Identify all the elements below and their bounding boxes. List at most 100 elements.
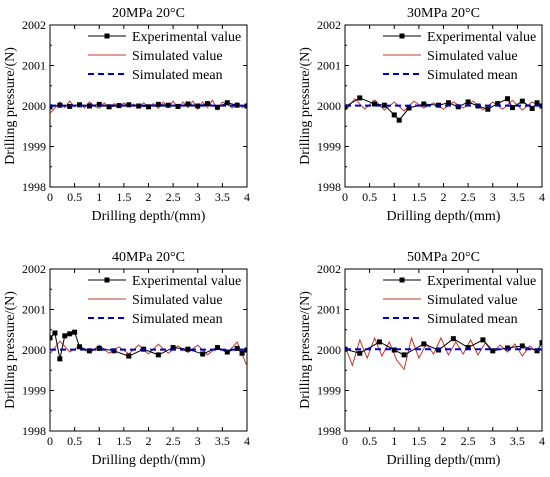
y-tick-label: 1998: [317, 424, 341, 438]
data-point: [406, 105, 412, 111]
data-point: [86, 348, 92, 354]
data-point: [465, 345, 471, 351]
legend-label: Simulated value: [132, 49, 223, 64]
data-point: [170, 345, 176, 351]
x-tick-label: 1.5: [116, 434, 131, 448]
data-point: [116, 103, 122, 109]
x-tick-label: 2: [146, 434, 152, 448]
x-tick-label: 2: [441, 434, 447, 448]
x-tick-label: 3.5: [215, 190, 230, 204]
data-point: [175, 103, 181, 109]
data-point: [200, 351, 206, 357]
x-tick-label: 1: [96, 190, 102, 204]
data-point: [57, 356, 63, 362]
data-point: [480, 337, 486, 343]
data-point: [357, 350, 363, 356]
chart-title: 30MPa 20°C: [407, 6, 480, 21]
data-point: [401, 352, 407, 358]
legend-label: Experimental value: [132, 30, 241, 45]
data-point: [357, 95, 363, 101]
data-point: [519, 343, 525, 349]
x-tick-label: 0: [342, 190, 348, 204]
x-axis-label: Drilling depth/(mm): [92, 209, 206, 224]
data-point: [86, 103, 92, 109]
x-tick-label: 2: [146, 190, 152, 204]
data-point: [67, 103, 73, 109]
y-tick-label: 2001: [317, 59, 341, 73]
data-point: [529, 105, 535, 111]
chart-panel-2: 30MPa 20°C 1998 1999 2000 2001 2002 0 0.5 1 1.5 2 2…: [298, 6, 545, 224]
data-point: [126, 102, 132, 108]
data-point: [52, 330, 58, 336]
data-point: [96, 101, 102, 107]
y-tick-label: 1998: [22, 180, 46, 194]
x-tick-label: 2.5: [166, 434, 181, 448]
y-tick-label: 2001: [317, 303, 341, 317]
x-tick-label: 2.5: [461, 190, 476, 204]
x-tick-label: 2.5: [166, 190, 181, 204]
y-tick-label: 2001: [22, 303, 46, 317]
y-tick-label: 2000: [317, 343, 341, 357]
data-point: [239, 350, 245, 356]
x-tick-label: 4: [539, 434, 545, 448]
legend-marker: [104, 33, 110, 39]
data-point: [234, 102, 240, 108]
data-point: [50, 335, 53, 341]
x-tick-label: 3: [490, 190, 496, 204]
legend-label: Simulated mean: [132, 68, 223, 83]
x-axis-label: Drilling depth/(mm): [387, 453, 501, 468]
data-point: [391, 112, 397, 118]
data-point: [505, 345, 511, 351]
data-point: [505, 96, 511, 102]
y-tick-label: 2002: [317, 262, 341, 276]
x-tick-label: 3: [195, 434, 201, 448]
y-tick-label: 1999: [22, 140, 46, 154]
x-axis-label: Drilling depth/(mm): [387, 209, 501, 224]
data-point: [155, 352, 161, 358]
legend-label: Experimental value: [427, 30, 536, 45]
data-point: [195, 103, 201, 109]
y-axis-label: Drilling pressure/(N): [3, 291, 18, 409]
plot-area: [345, 336, 542, 371]
y-tick-label: 1999: [317, 384, 341, 398]
data-point: [372, 101, 378, 107]
y-tick-label: 1999: [317, 140, 341, 154]
data-point: [224, 349, 230, 355]
data-point: [146, 104, 151, 110]
y-tick-label: 2002: [22, 18, 46, 32]
data-point: [421, 341, 427, 347]
x-axis-label: Drilling depth/(mm): [92, 453, 206, 468]
chart-title: 20MPa 20°C: [112, 6, 185, 21]
y-tick-label: 2001: [22, 59, 46, 73]
chart-panel-3: 40MPa 20°C 1998 1999 2000 2001 2002 0 0.5 1 1.5 2 2…: [3, 250, 250, 468]
legend-label: Simulated mean: [132, 312, 223, 327]
x-tick-label: 1.5: [411, 190, 426, 204]
data-point: [534, 100, 540, 106]
data-point: [205, 101, 211, 107]
data-point: [155, 101, 161, 107]
data-point: [50, 104, 53, 110]
y-tick-label: 1998: [317, 180, 341, 194]
y-tick-label: 2002: [22, 262, 46, 276]
x-tick-label: 0: [47, 434, 53, 448]
data-point: [376, 339, 382, 345]
data-point: [67, 331, 73, 337]
data-point: [396, 117, 402, 123]
x-tick-label: 3.5: [510, 190, 525, 204]
data-point: [539, 340, 542, 346]
data-point: [136, 103, 142, 109]
data-point: [519, 98, 525, 104]
series-line-2: [345, 97, 542, 112]
data-point: [214, 345, 220, 351]
x-tick-label: 3: [195, 190, 201, 204]
legend-marker: [399, 33, 405, 39]
x-tick-label: 1: [96, 434, 102, 448]
legend-label: Experimental value: [132, 274, 241, 289]
data-point: [111, 348, 117, 354]
data-point: [57, 102, 63, 108]
data-point: [165, 102, 171, 108]
y-tick-label: 2000: [22, 99, 46, 113]
y-tick-label: 2002: [317, 18, 341, 32]
x-tick-label: 2.5: [461, 434, 476, 448]
